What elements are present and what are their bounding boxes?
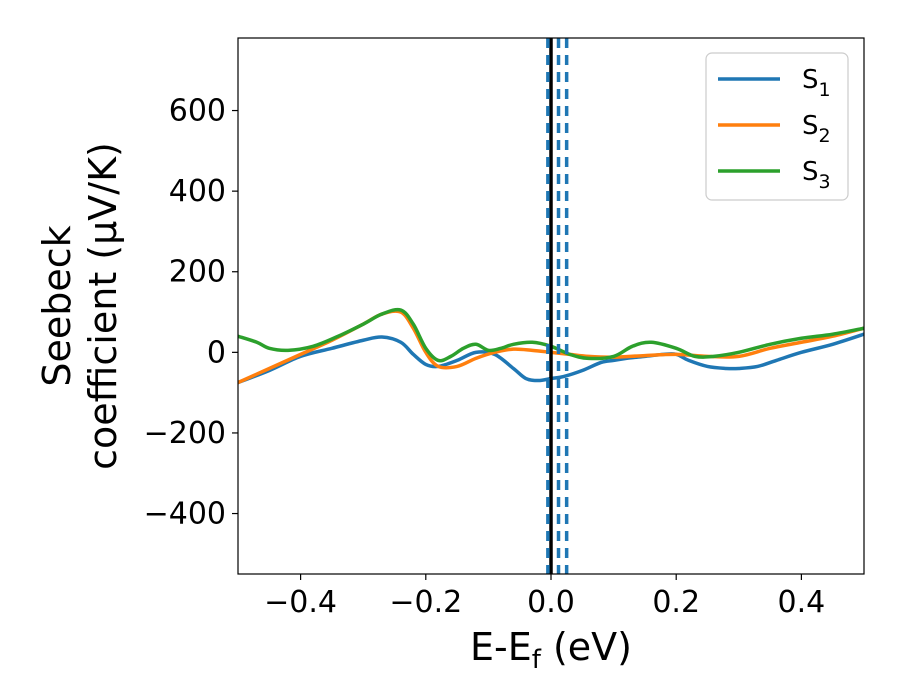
x-tick-label: −0.2 — [389, 585, 462, 620]
series-layer — [238, 307, 864, 385]
y-tick-label: −200 — [144, 416, 226, 451]
x-tick-label: 0.0 — [527, 585, 575, 620]
y-tick-label: 200 — [169, 255, 226, 290]
x-tick-label: 0.2 — [652, 585, 700, 620]
legend: S1 S2 S3 — [705, 52, 849, 201]
x-tick-label: −0.4 — [264, 585, 337, 620]
y-axis-title: Seebeck coefficient (μV/K) — [35, 142, 125, 470]
series-line-s1 — [238, 332, 864, 385]
y-axis-title-line-2: coefficient (μV/K) — [81, 142, 125, 470]
y-tick-label: 0 — [207, 335, 226, 370]
x-axis-ticks: −0.4 −0.2 0.0 0.2 0.4 — [264, 574, 825, 620]
series-line-s3 — [238, 307, 864, 363]
x-tick-label: 0.4 — [778, 585, 826, 620]
y-axis-ticks: −400 −200 0 200 400 600 — [144, 94, 238, 532]
y-tick-label: −400 — [144, 497, 226, 532]
y-tick-label: 400 — [169, 174, 226, 209]
vertical-line-layer — [546, 38, 569, 574]
y-axis-title-line-1: Seebeck — [35, 225, 79, 386]
legend-label-s3: S3 — [802, 157, 831, 193]
legend-label-s1: S1 — [802, 65, 831, 101]
y-tick-label: 600 — [169, 94, 226, 129]
legend-label-s2: S2 — [802, 111, 831, 147]
x-axis-title: E-Ef (eV) — [470, 625, 632, 675]
